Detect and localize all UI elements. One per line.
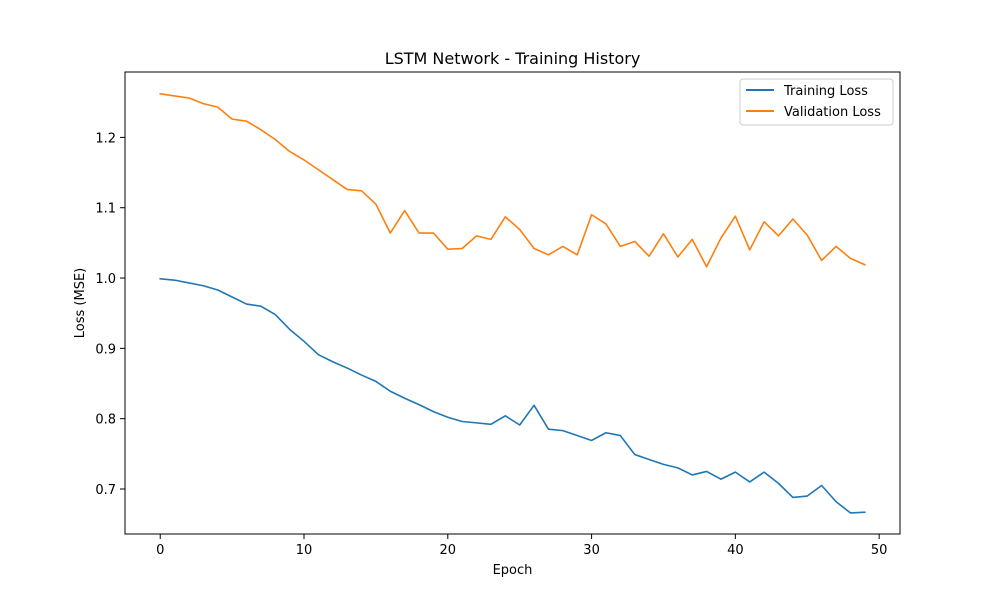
legend-box: [739, 78, 894, 126]
plot-frame: [124, 71, 901, 535]
x-tick-label: 40: [727, 543, 744, 558]
legend: Training Loss Validation Loss: [739, 78, 894, 126]
legend-label-validation: Validation Loss: [784, 105, 881, 120]
legend-label-training: Training Loss: [783, 84, 868, 99]
x-tick-label: 50: [871, 543, 888, 558]
y-tick-label: 0.9: [95, 342, 116, 357]
y-tick-label: 1.2: [95, 131, 116, 146]
x-tick-label: 0: [156, 543, 164, 558]
y-axis-label: Loss (MSE): [73, 268, 88, 338]
x-tick-label: 10: [296, 543, 313, 558]
x-tick-label: 20: [440, 543, 457, 558]
y-tick-label: 1.0: [95, 272, 116, 287]
x-axis-label: Epoch: [493, 563, 533, 578]
y-tick-label: 0.7: [95, 483, 116, 498]
x-axis: 0 10 20 30 40 50: [156, 534, 887, 558]
plot-frame-bg: [125, 72, 900, 534]
y-axis: 0.7 0.8 0.9 1.0 1.1 1.2: [95, 131, 125, 498]
chart-title: LSTM Network - Training History: [385, 49, 641, 68]
series-line-validation-loss: [159, 92, 866, 268]
series-layer: [159, 92, 866, 514]
series-line-training-loss: [159, 277, 866, 514]
x-tick-label: 30: [583, 543, 600, 558]
y-tick-label: 0.8: [95, 413, 116, 428]
plot-area: [125, 72, 900, 534]
y-tick-label: 1.1: [95, 202, 116, 217]
